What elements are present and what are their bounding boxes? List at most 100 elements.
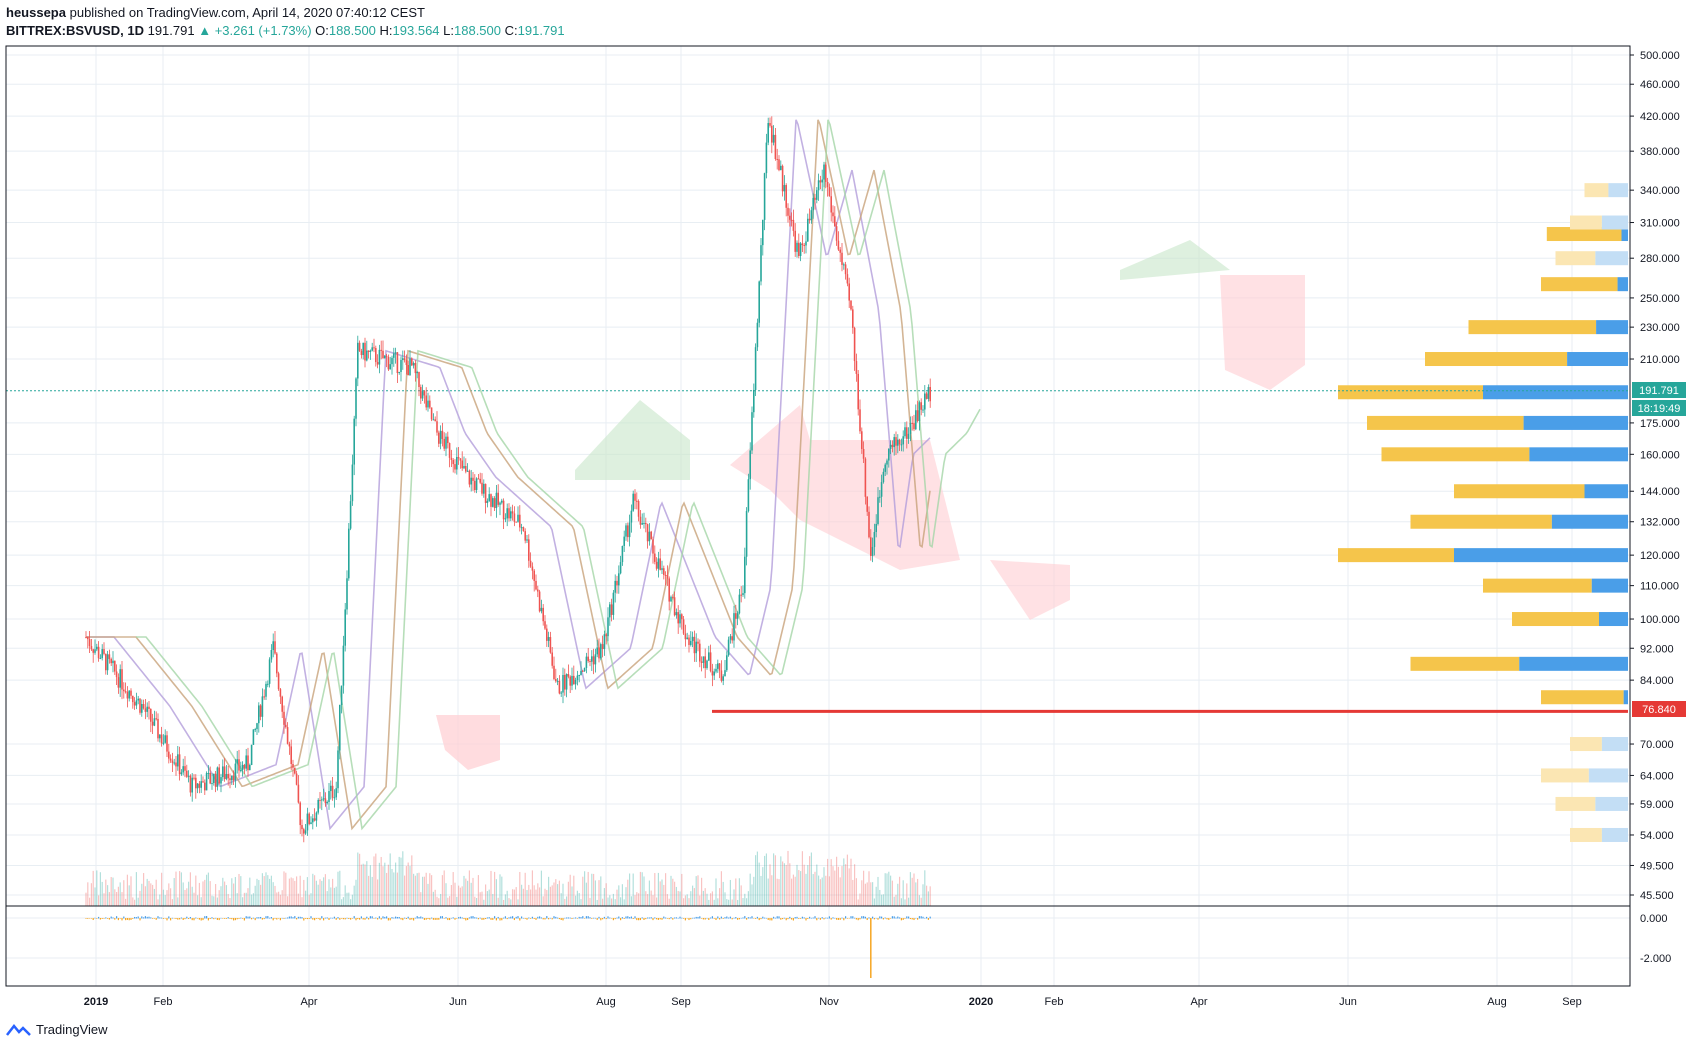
osc-bar — [380, 918, 382, 920]
osc-bar — [335, 918, 337, 920]
osc-bar — [548, 918, 550, 920]
candle-body — [684, 633, 687, 640]
osc-bar — [922, 916, 924, 919]
candle-body — [263, 696, 265, 698]
y-tick-label: 160.000 — [1640, 449, 1680, 461]
osc-bar — [234, 918, 236, 921]
volume-bar — [342, 897, 344, 906]
candle-body — [407, 365, 409, 376]
volume-bar — [776, 878, 778, 906]
volume-bar — [672, 878, 674, 906]
volume-bar — [926, 885, 928, 906]
volume-bar — [296, 876, 298, 906]
candle-body — [461, 460, 463, 469]
osc-bar — [535, 918, 537, 920]
osc-bar — [742, 917, 744, 919]
osc-bar — [854, 917, 856, 919]
volume-bar — [548, 876, 550, 906]
candle-body — [810, 210, 813, 221]
osc-bar — [800, 918, 802, 919]
osc-bar — [152, 918, 154, 919]
volume-bar — [566, 896, 568, 906]
symbol-title[interactable]: BITTREX:BSVUSD, 1D — [6, 23, 144, 38]
author-name[interactable]: heussepa — [6, 5, 66, 20]
candle-body — [196, 783, 199, 789]
candle-body — [173, 762, 175, 764]
candle-body — [920, 402, 922, 410]
osc-bar — [515, 916, 517, 919]
candle-body — [292, 764, 294, 768]
osc-bar — [675, 917, 677, 919]
volume-bar — [794, 876, 796, 906]
volume-bar — [825, 875, 827, 906]
volume-bar — [639, 871, 641, 906]
candle-body — [364, 342, 366, 361]
osc-bar — [562, 918, 564, 921]
candle-body — [623, 536, 625, 546]
osc-bar — [821, 917, 823, 919]
volume-bar — [836, 856, 838, 906]
candle-body — [731, 636, 733, 641]
osc-bar — [269, 917, 271, 919]
vp-bar-up — [1519, 656, 1628, 671]
footer-brand[interactable]: TradingView — [6, 1022, 108, 1037]
candle-body — [189, 775, 192, 793]
price-axis[interactable]: 500.000460.000420.000380.000340.000310.0… — [1630, 50, 1680, 965]
volume-bar — [715, 878, 717, 906]
osc-bar — [404, 917, 406, 919]
candle-body — [544, 621, 546, 629]
candle-body — [805, 241, 807, 246]
volume-bar — [573, 875, 575, 906]
candle-body — [898, 439, 901, 445]
volume-bar — [270, 875, 272, 906]
volume-bar — [189, 872, 191, 906]
vp-bar-down — [1381, 447, 1530, 462]
candle-body — [492, 498, 494, 507]
candle-body — [346, 578, 348, 610]
osc-bar — [708, 918, 710, 920]
osc-bar — [627, 916, 629, 919]
osc-bar — [776, 916, 778, 919]
volume-bar — [96, 870, 98, 906]
candle-body — [340, 685, 343, 705]
volume-bar — [168, 883, 170, 906]
volume-bar — [855, 878, 857, 906]
candle-body — [321, 799, 323, 801]
volume-bar — [866, 882, 868, 906]
osc-bar — [179, 918, 181, 920]
volume-bar — [479, 892, 481, 906]
volume-bar — [422, 876, 424, 906]
candle-body — [821, 179, 823, 183]
high-value: 193.564 — [392, 23, 440, 38]
osc-bar — [204, 916, 206, 919]
candle-body — [429, 400, 431, 408]
osc-bar — [177, 918, 179, 920]
candle-body — [353, 418, 355, 465]
osc-bar — [882, 918, 884, 920]
vp-bar-up — [1584, 484, 1628, 499]
volume-bar — [688, 898, 690, 906]
vp-bar-faded — [1541, 768, 1589, 783]
candle-body — [636, 500, 638, 502]
osc-bar — [904, 918, 906, 919]
volume-bar — [690, 891, 692, 906]
candle-body — [229, 778, 231, 781]
osc-bar — [99, 918, 101, 920]
time-axis[interactable]: 2019 Feb Apr Jun Aug Sep Nov 2020 Feb Apr Jun Aug Se… — [84, 996, 1582, 1008]
osc-bar — [780, 918, 782, 920]
volume-bar — [913, 873, 915, 906]
volume-bar — [632, 873, 634, 906]
osc-bar — [231, 918, 233, 920]
candle-body — [873, 531, 876, 548]
osc-bar — [555, 916, 557, 919]
osc-bar — [301, 917, 303, 919]
candle-body — [144, 708, 147, 712]
volume-bar — [740, 885, 742, 906]
volume-bar — [159, 894, 161, 906]
candle-body — [376, 362, 379, 365]
countdown-badge-text: 18:19:49 — [1638, 403, 1681, 415]
candle-body — [337, 750, 339, 789]
osc-bar — [924, 917, 926, 919]
osc-bar — [299, 916, 301, 919]
